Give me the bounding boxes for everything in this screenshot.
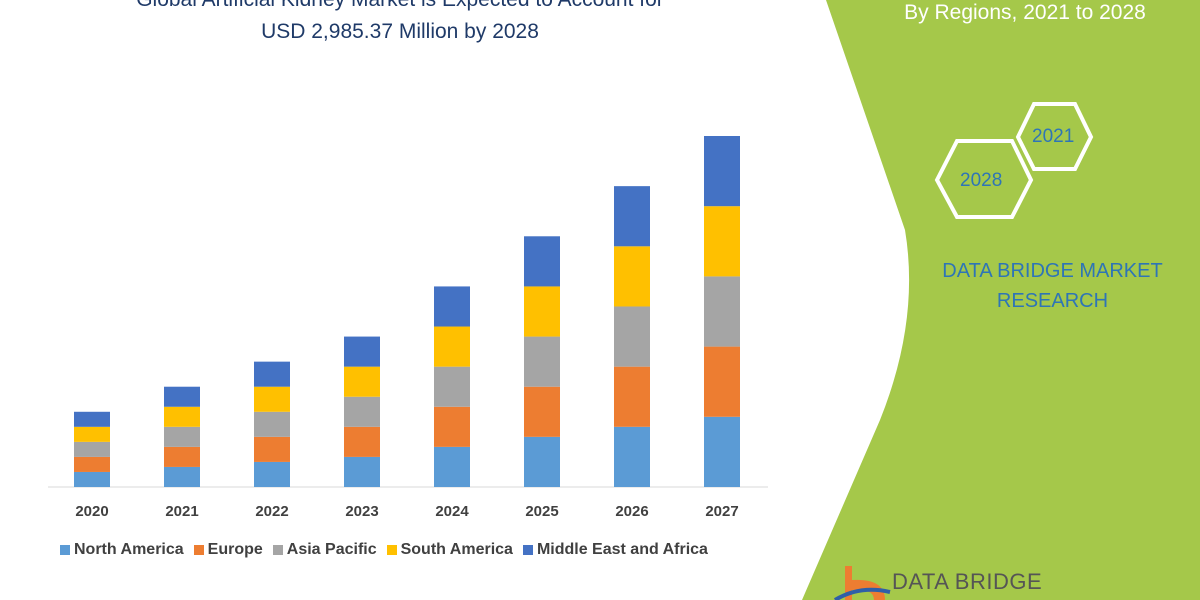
x-tick-label: 2026 xyxy=(615,503,649,520)
bar-2020-south-america xyxy=(74,426,110,442)
bar-2020-north-america xyxy=(74,471,110,487)
bar-2020-europe xyxy=(74,456,110,472)
bar-2023-south-america xyxy=(344,366,380,397)
hexagon-2021 xyxy=(1015,102,1094,171)
bar-2027-middle-east-and-africa xyxy=(704,136,740,207)
legend: North America Europe Asia Pacific South Ame… xyxy=(60,541,708,559)
legend-swatch xyxy=(386,545,397,555)
legend-label: Asia Pacific xyxy=(286,541,377,558)
bar-2026-middle-east-and-africa xyxy=(614,186,650,247)
bar-2024-north-america xyxy=(434,446,470,487)
bar-2024-europe xyxy=(434,406,470,447)
bar-group xyxy=(74,136,740,487)
bar-2023-north-america xyxy=(344,456,380,487)
logo-icon xyxy=(833,566,891,600)
hexagon-2028 xyxy=(934,139,1034,219)
green-side-panel xyxy=(802,0,1200,600)
bar-2020-middle-east-and-africa xyxy=(74,411,110,427)
legend-item: Asia Pacific xyxy=(272,541,377,559)
logo-text: DATA BRIDGE xyxy=(892,569,1043,594)
legend-swatch xyxy=(193,545,204,555)
x-tick-label: 2022 xyxy=(255,503,289,520)
bar-2027-asia-pacific xyxy=(704,276,740,347)
x-tick-label: 2020 xyxy=(75,503,109,520)
x-tick-label: 2024 xyxy=(435,503,469,520)
bar-2025-asia-pacific xyxy=(524,336,560,387)
bar-2021-middle-east-and-africa xyxy=(164,386,200,407)
bar-2024-south-america xyxy=(434,326,470,367)
hex-label-2028: 2028 xyxy=(960,170,1003,191)
bar-2024-asia-pacific xyxy=(434,366,470,407)
chart-title-line-1: Global Artificial Kidney Market is Expec… xyxy=(0,0,800,12)
legend-label: North America xyxy=(74,541,184,558)
bar-2021-asia-pacific xyxy=(164,426,200,447)
bar-2027-europe xyxy=(704,346,740,417)
bar-2025-north-america xyxy=(524,436,560,487)
bar-2026-europe xyxy=(614,366,650,427)
legend-item: Europe xyxy=(193,541,263,559)
bar-2024-middle-east-and-africa xyxy=(434,286,470,327)
bar-2023-asia-pacific xyxy=(344,396,380,427)
x-tick-label: 2023 xyxy=(345,503,379,520)
legend-label: Europe xyxy=(207,541,263,558)
bar-2026-asia-pacific xyxy=(614,306,650,367)
legend-item: South America xyxy=(386,541,513,559)
legend-swatch xyxy=(60,545,70,555)
bar-2027-north-america xyxy=(704,416,740,487)
x-tick-label: 2027 xyxy=(705,503,739,520)
bar-2025-south-america xyxy=(524,286,560,337)
bar-2021-north-america xyxy=(164,466,200,487)
bar-2022-north-america xyxy=(254,461,290,487)
bar-2023-europe xyxy=(344,426,380,457)
bar-2022-middle-east-and-africa xyxy=(254,361,290,387)
legend-label: Middle East and Africa xyxy=(536,541,708,558)
bar-2020-asia-pacific xyxy=(74,441,110,457)
bar-2026-south-america xyxy=(614,246,650,307)
bar-2026-north-america xyxy=(614,426,650,487)
bar-2027-south-america xyxy=(704,206,740,277)
chart-title-line-2: USD 2,985.37 Million by 2028 xyxy=(261,20,539,43)
bar-2022-europe xyxy=(254,436,290,462)
x-tick-label: 2025 xyxy=(525,503,559,520)
x-tick-label: 2021 xyxy=(165,503,199,520)
legend-swatch xyxy=(272,545,283,555)
bar-2025-europe xyxy=(524,386,560,437)
bar-2022-south-america xyxy=(254,386,290,412)
bar-2023-middle-east-and-africa xyxy=(344,336,380,367)
brand-text: DATA BRIDGE MARKET RESEARCH xyxy=(942,260,1163,312)
side-subtitle: By Regions, 2021 to 2028 xyxy=(904,1,1146,24)
legend-item: North America xyxy=(60,541,184,559)
hex-label-2021: 2021 xyxy=(1032,126,1075,147)
legend-item: Middle East and Africa xyxy=(522,541,708,559)
bar-2022-asia-pacific xyxy=(254,411,290,437)
bar-2021-south-america xyxy=(164,406,200,427)
legend-label: South America xyxy=(400,541,513,558)
legend-swatch xyxy=(522,545,533,555)
bar-2021-europe xyxy=(164,446,200,467)
bar-2025-middle-east-and-africa xyxy=(524,236,560,287)
